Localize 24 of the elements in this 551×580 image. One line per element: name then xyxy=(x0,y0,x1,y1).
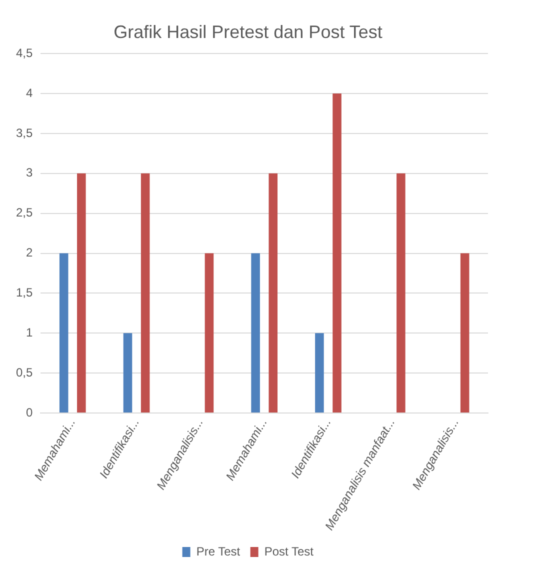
bar xyxy=(123,333,132,413)
y-tick-label: 2,5 xyxy=(16,206,33,220)
bar xyxy=(77,173,86,413)
y-tick-label: 3 xyxy=(26,166,33,180)
y-tick-label: 1 xyxy=(26,325,33,340)
bar xyxy=(268,173,278,413)
legend-label: Post Test xyxy=(264,544,314,558)
y-tick-label: 4,5 xyxy=(16,46,33,60)
y-tick-label: 2 xyxy=(26,246,33,260)
y-tick-label: 0,5 xyxy=(16,365,33,380)
chart-title: Grafik Hasil Pretest dan Post Test xyxy=(114,22,382,42)
bar xyxy=(140,173,150,413)
bar xyxy=(59,253,68,413)
bar xyxy=(251,253,260,413)
bar xyxy=(332,94,342,413)
y-tick-label: 1,5 xyxy=(16,286,33,300)
y-tick-label: 0 xyxy=(26,405,33,420)
y-tick-label: 4 xyxy=(26,86,33,100)
legend-label: Pre Test xyxy=(196,544,241,558)
bar xyxy=(396,173,406,413)
bar xyxy=(460,253,470,413)
bar xyxy=(204,253,214,413)
y-tick-label: 3,5 xyxy=(16,126,33,140)
bar xyxy=(315,333,324,413)
